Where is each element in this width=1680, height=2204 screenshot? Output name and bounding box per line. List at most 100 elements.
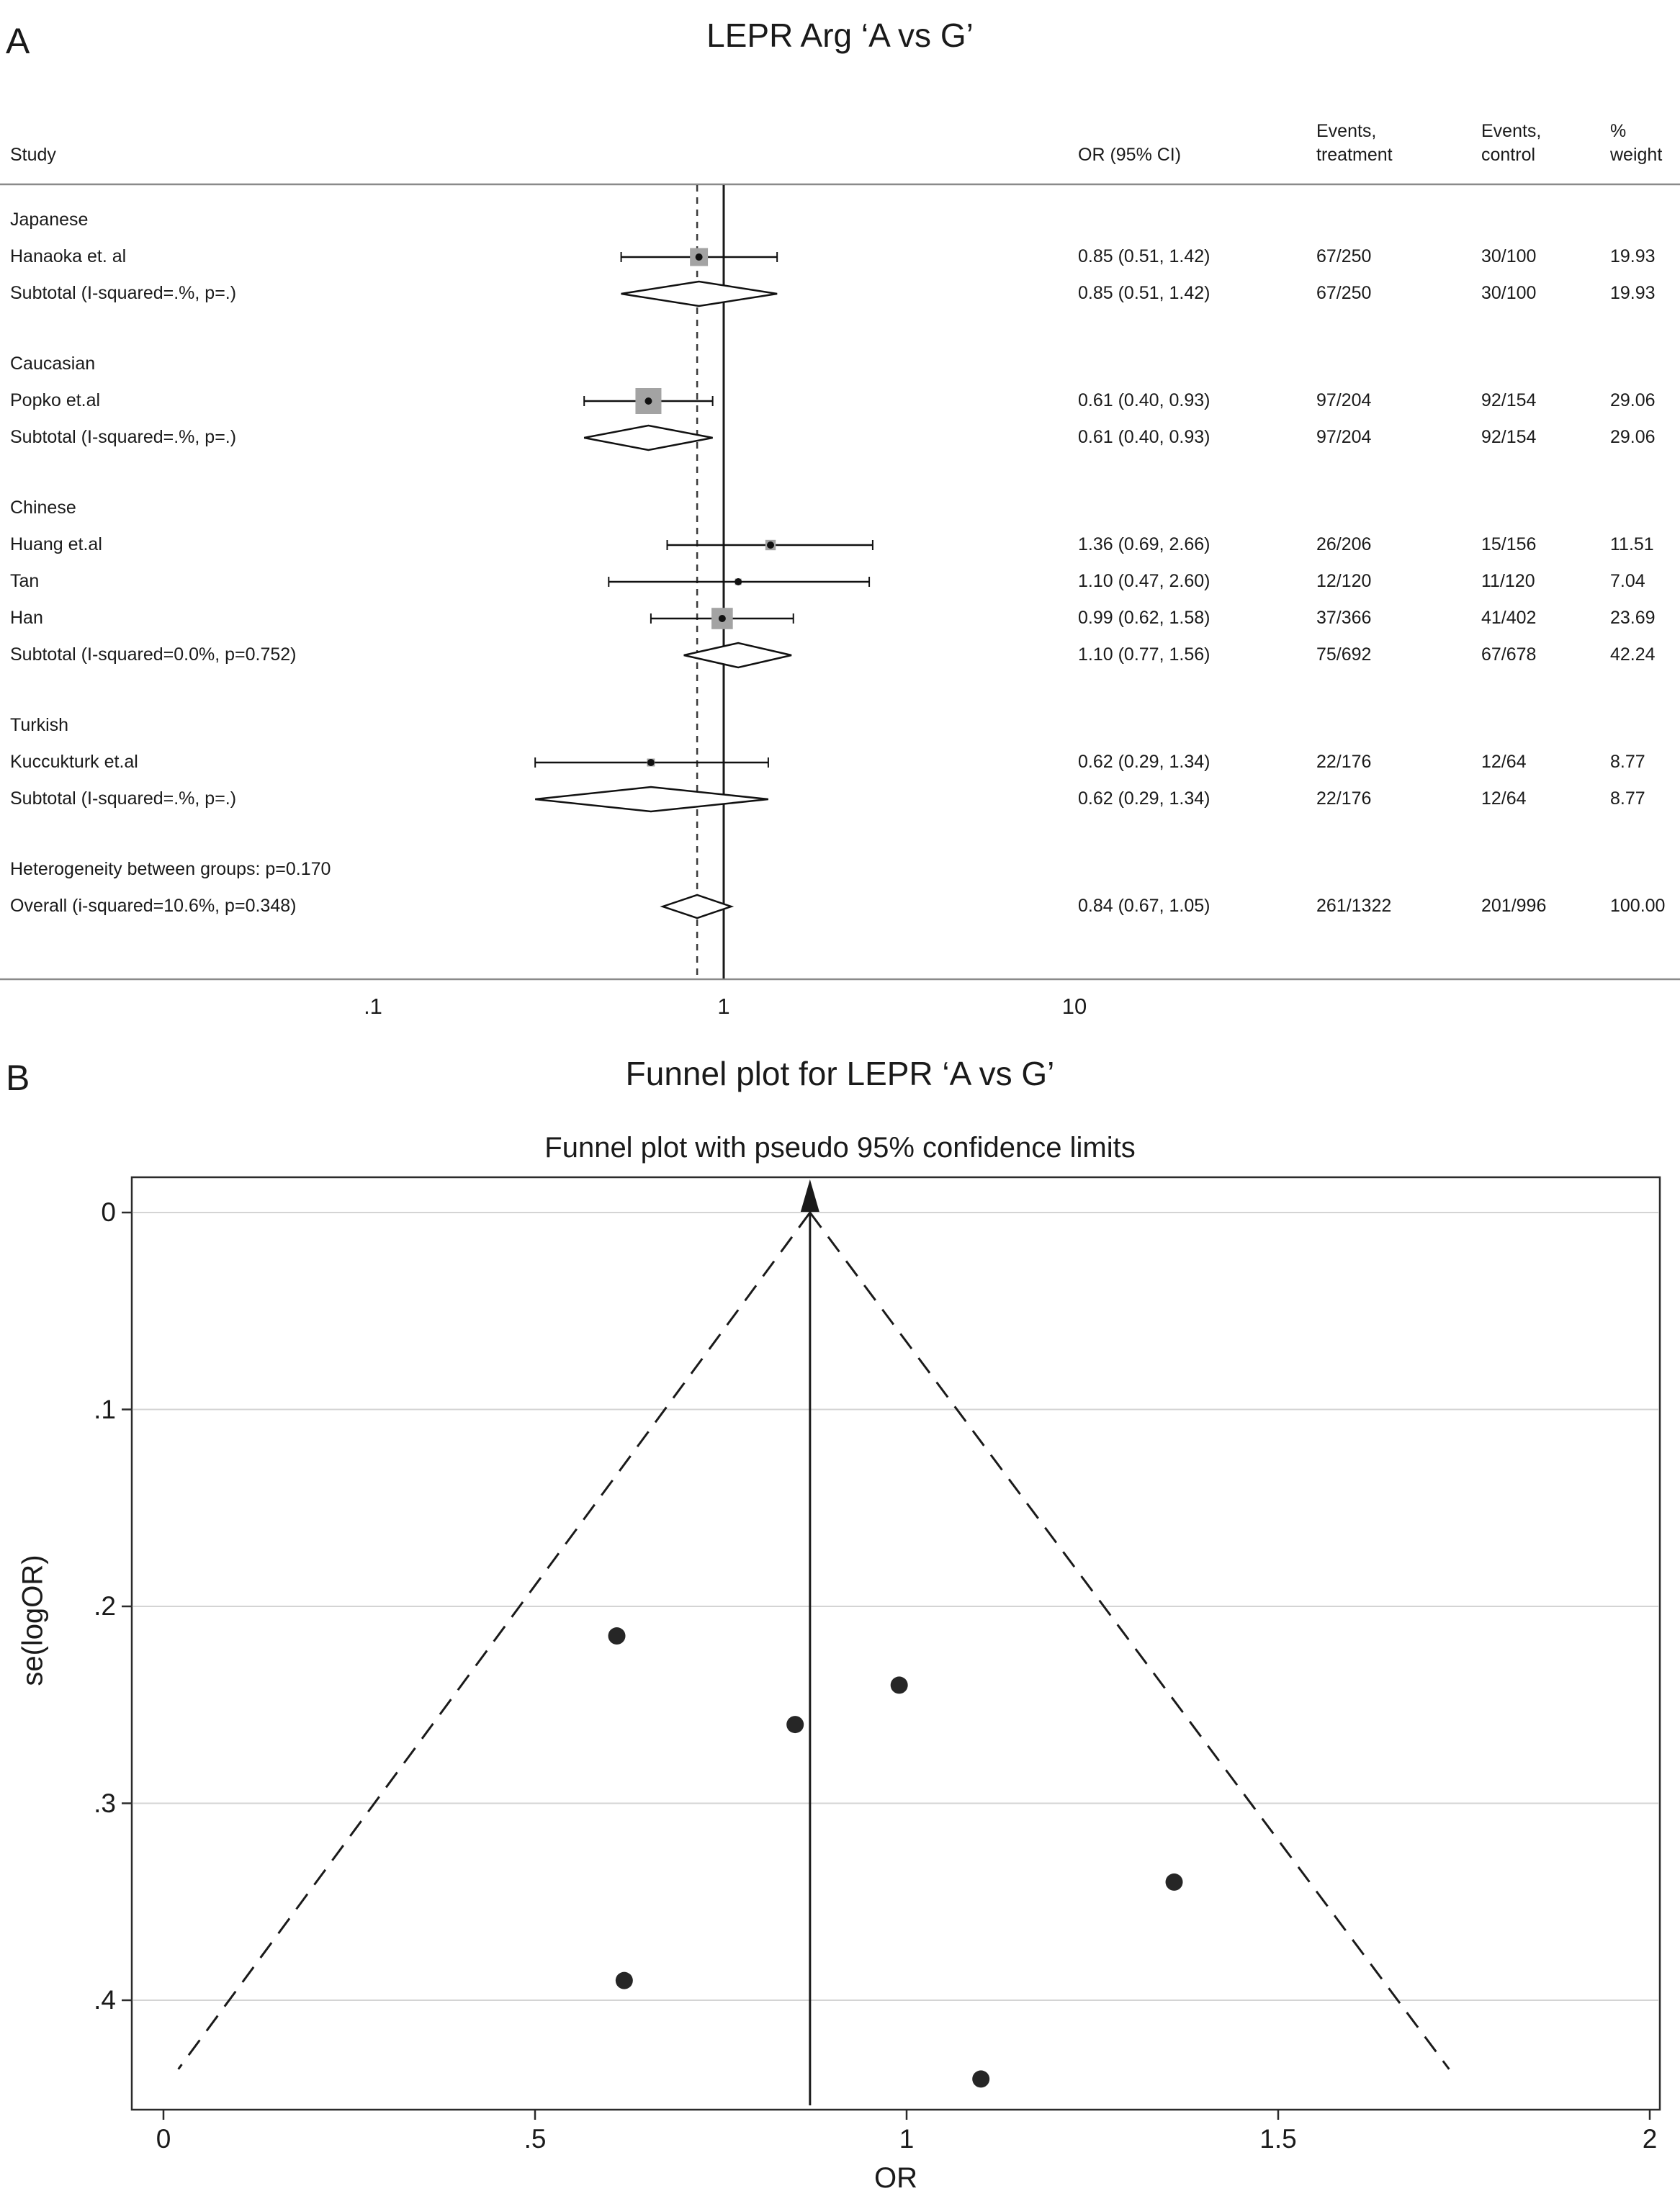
study-name-cell: Han xyxy=(10,608,43,628)
group-label: Chinese xyxy=(10,498,76,518)
study-point xyxy=(695,253,703,261)
events-control-cell: 30/100 xyxy=(1481,246,1537,266)
forest-column-headers: Study OR (95% CI) Events, treatment Even… xyxy=(0,91,1680,167)
funnel-point xyxy=(1165,1873,1183,1891)
or-ci-cell: 0.61 (0.40, 0.93) xyxy=(1078,390,1210,410)
weight-cell: 100.00 xyxy=(1610,896,1666,916)
col-header-events-control: Events, control xyxy=(1481,121,1542,165)
events-control-cell: 201/996 xyxy=(1481,896,1547,916)
forest-x-tick-label: .1 xyxy=(364,994,382,1019)
study-name-cell: Hanaoka et. al xyxy=(10,246,127,266)
or-ci-cell: 0.84 (0.67, 1.05) xyxy=(1078,896,1210,916)
forest-x-tick-label: 1 xyxy=(717,994,730,1019)
weight-cell: 8.77 xyxy=(1610,752,1645,772)
forest-row-study: Tan 1.10 (0.47, 2.60) 12/120 11/120 7.04 xyxy=(0,563,1680,600)
col-header-events-treatment: Events, treatment xyxy=(1316,121,1393,165)
funnel-subtitle: Funnel plot with pseudo 95% confidence l… xyxy=(544,1132,1136,1164)
funnel-title: Funnel plot for LEPR ‘A vs G’ xyxy=(625,1055,1055,1092)
ci-limit-line-right xyxy=(809,1212,1450,2070)
events-control-cell: 12/64 xyxy=(1481,788,1527,809)
events-control-cell: 15/156 xyxy=(1481,534,1537,554)
or-ci-cell: 0.99 (0.62, 1.58) xyxy=(1078,608,1210,628)
funnel-y-tick-label: 0 xyxy=(101,1197,116,1227)
funnel-x-tick-label: .5 xyxy=(524,2124,547,2154)
events-control-cell: 67/678 xyxy=(1481,644,1537,665)
events-treatment-cell: 67/250 xyxy=(1316,246,1372,266)
funnel-x-tick-label: 1.5 xyxy=(1259,2124,1297,2154)
study-name-cell: Popko et.al xyxy=(10,390,101,410)
forest-row-overall: Overall (i-squared=10.6%, p=0.348) 0.84 (… xyxy=(0,888,1680,925)
forest-x-tick-label: 10 xyxy=(1061,994,1087,1019)
funnel-x-tick-label: 2 xyxy=(1642,2124,1658,2154)
col-header-study: Study xyxy=(10,145,56,165)
forest-row-study: Han 0.99 (0.62, 1.58) 37/366 41/402 23.69 xyxy=(0,600,1680,637)
funnel-point xyxy=(786,1716,804,1734)
weight-cell: 19.93 xyxy=(1610,246,1656,266)
events-control-cell: 92/154 xyxy=(1481,390,1537,410)
plot-border xyxy=(130,1176,1661,2111)
study-name-cell: Huang et.al xyxy=(10,534,102,554)
events-treatment-cell: 75/692 xyxy=(1316,644,1372,665)
forest-row-study: Hanaoka et. al 0.85 (0.51, 1.42) 67/250 30/… xyxy=(0,238,1680,275)
weight-cell: 23.69 xyxy=(1610,608,1656,628)
weight-cell: 29.06 xyxy=(1610,427,1656,447)
or-ci-cell: 1.10 (0.47, 2.60) xyxy=(1078,571,1210,591)
overall-diamond xyxy=(660,894,735,919)
weight-cell: 7.04 xyxy=(1610,571,1645,591)
study-point xyxy=(647,759,655,766)
weight-cell: 19.93 xyxy=(1610,283,1656,303)
weight-cell: 11.51 xyxy=(1610,534,1654,554)
events-control-cell: 41/402 xyxy=(1481,608,1537,628)
subtotal-diamond xyxy=(583,424,713,451)
funnel-y-axis-title: se(logOR) xyxy=(17,1555,49,1686)
funnel-point xyxy=(608,1627,626,1645)
or-ci-cell: 0.85 (0.51, 1.42) xyxy=(1078,246,1210,266)
study-name-cell: Subtotal (I-squared=.%, p=.) xyxy=(10,788,237,809)
weight-cell: 8.77 xyxy=(1610,788,1645,809)
forest-row-group: Caucasian xyxy=(0,346,1680,382)
forest-row-subtotal: Subtotal (I-squared=.%, p=.) 0.85 (0.51, … xyxy=(0,275,1680,312)
events-treatment-cell: 26/206 xyxy=(1316,534,1372,554)
study-name-cell: Subtotal (I-squared=.%, p=.) xyxy=(10,427,237,447)
events-control-cell: 30/100 xyxy=(1481,283,1537,303)
or-ci-cell: 0.61 (0.40, 0.93) xyxy=(1078,427,1210,447)
events-treatment-cell: 37/366 xyxy=(1316,608,1372,628)
or-ci-cell: 1.36 (0.69, 2.66) xyxy=(1078,534,1210,554)
events-treatment-cell: 22/176 xyxy=(1316,752,1372,772)
events-control-cell: 92/154 xyxy=(1481,427,1537,447)
or-ci-cell: 0.62 (0.29, 1.34) xyxy=(1078,788,1210,809)
group-label: Turkish xyxy=(10,715,69,735)
funnel-x-tick-label: 0 xyxy=(156,2124,171,2154)
study-name-cell: Subtotal (I-squared=.%, p=.) xyxy=(10,283,237,303)
forest-row-group: Japanese xyxy=(0,202,1680,238)
or-ci-cell: 1.10 (0.77, 1.56) xyxy=(1078,644,1210,665)
events-treatment-cell: 261/1322 xyxy=(1316,896,1392,916)
funnel-point xyxy=(972,2070,990,2088)
events-treatment-cell: 97/204 xyxy=(1316,427,1372,447)
forest-row-subtotal: Subtotal (I-squared=.%, p=.) 0.61 (0.40, … xyxy=(0,419,1680,456)
events-treatment-cell: 97/204 xyxy=(1316,390,1372,410)
weight-cell: 29.06 xyxy=(1610,390,1656,410)
forest-row-note: Heterogeneity between groups: p=0.170 xyxy=(0,851,1680,888)
panel-a-label: A xyxy=(6,21,30,61)
col-header-weight: % weight xyxy=(1610,121,1663,165)
events-control-cell: 11/120 xyxy=(1481,571,1535,591)
study-point xyxy=(718,615,726,622)
study-name-cell: Kuccukturk et.al xyxy=(10,752,138,772)
study-name-cell: Tan xyxy=(10,571,40,591)
ci-limit-line-left xyxy=(177,1212,812,2070)
study-name-cell: Overall (i-squared=10.6%, p=0.348) xyxy=(10,896,297,916)
group-label: Japanese xyxy=(10,210,89,230)
group-label: Caucasian xyxy=(10,354,96,374)
funnel-point xyxy=(890,1676,908,1694)
funnel-y-tick-label: .4 xyxy=(94,1985,116,2015)
funnel-x-tick-label: 1 xyxy=(899,2124,915,2154)
study-point xyxy=(735,578,742,585)
forest-row-study: Kuccukturk et.al 0.62 (0.29, 1.34) 22/176 1… xyxy=(0,744,1680,781)
funnel-y-tick-label: .1 xyxy=(94,1394,116,1424)
col-header-or-ci: OR (95% CI) xyxy=(1078,145,1182,165)
study-point xyxy=(644,397,652,405)
subtotal-diamond xyxy=(683,642,792,669)
